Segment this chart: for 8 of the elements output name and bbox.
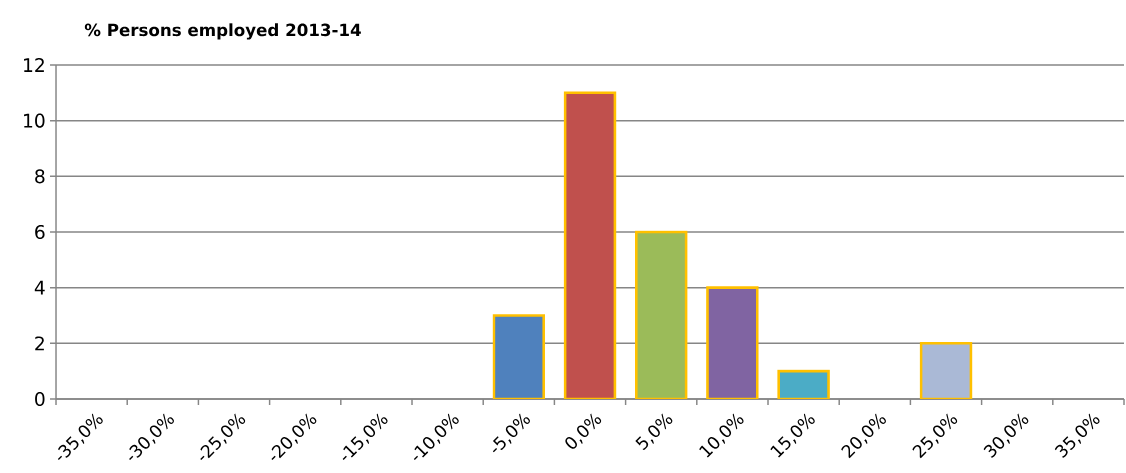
- y-tick-label: 2: [35, 336, 44, 351]
- y-tick-label: 6: [35, 224, 45, 240]
- y-tick-label: 12: [24, 58, 44, 72]
- y-tick-label: 0: [35, 391, 45, 407]
- chart-title: % Persons employed 2013-14: [84, 23, 361, 40]
- y-tick-label: 8: [35, 169, 45, 184]
- y-tick-label: 10: [24, 113, 45, 128]
- y-tick-label: 4: [34, 280, 45, 295]
